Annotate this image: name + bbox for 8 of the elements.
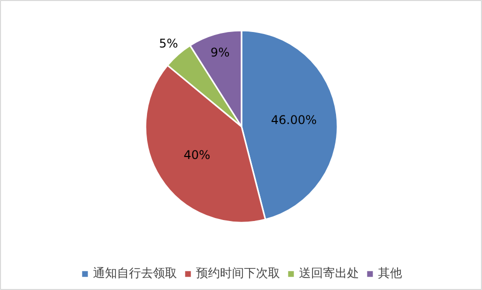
data-label: 5% [158, 36, 178, 51]
legend-label: 预约时间下次取 [196, 265, 280, 282]
data-label: 46.00% [271, 112, 317, 127]
data-label: 40% [184, 148, 210, 162]
data-label: 9% [210, 46, 230, 60]
legend-label: 送回寄出处 [299, 265, 359, 282]
legend-label: 其他 [378, 265, 402, 282]
legend-label: 通知自行去领取 [93, 265, 177, 282]
